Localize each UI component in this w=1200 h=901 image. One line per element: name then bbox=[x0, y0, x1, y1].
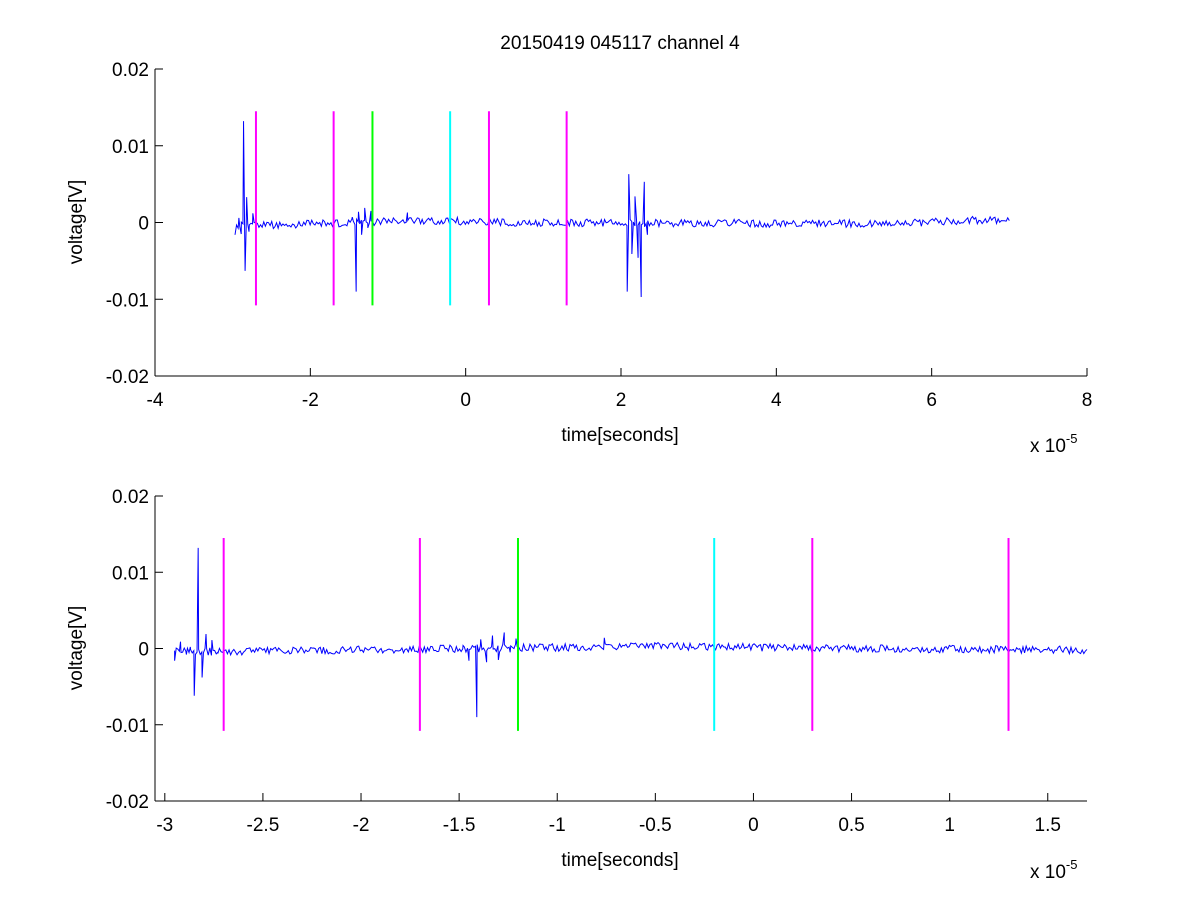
bottom-x-tick-label: 0.5 bbox=[838, 815, 864, 836]
top-x-exponent: x 10-5 bbox=[1030, 431, 1077, 457]
top-x-axis-label: time[seconds] bbox=[561, 425, 678, 446]
bottom-x-tick-label: 1 bbox=[944, 815, 955, 836]
bottom-y-tick-label: 0 bbox=[138, 640, 149, 661]
bottom-signal-trace bbox=[174, 547, 1088, 718]
bottom-ticks: -3 -2.5 -2 -1.5 -1 -0.5 0 0.5 1 1.5 -0.02 -0.01 0 0.0… bbox=[106, 487, 1061, 836]
bottom-y-tick-label: 0.01 bbox=[112, 563, 149, 584]
top-x-exponent-base: x 10 bbox=[1030, 436, 1066, 457]
bottom-x-tick-label: -0.5 bbox=[639, 815, 672, 836]
bottom-x-tick-label: -1.5 bbox=[443, 815, 476, 836]
bottom-x-exponent-power: -5 bbox=[1066, 857, 1078, 872]
bottom-y-axis-label: voltage[V] bbox=[66, 606, 87, 691]
bottom-axes: -3 -2.5 -2 -1.5 -1 -0.5 0 0.5 1 1.5 -0.02 -0.01 0 0.0… bbox=[66, 487, 1088, 883]
top-x-exponent-power: -5 bbox=[1066, 431, 1078, 446]
figure-title: 20150419 045117 channel 4 bbox=[500, 33, 740, 54]
top-y-tick-label: 0.02 bbox=[112, 60, 149, 81]
top-x-tick-label: -4 bbox=[147, 390, 164, 411]
bottom-y-tick-label: 0.02 bbox=[112, 487, 149, 508]
top-x-tick-label: 4 bbox=[771, 390, 782, 411]
top-y-tick-label: 0 bbox=[138, 214, 149, 235]
top-y-tick-label: -0.01 bbox=[106, 290, 149, 311]
bottom-plot-area bbox=[174, 537, 1088, 731]
top-x-tick-label: 8 bbox=[1082, 390, 1093, 411]
top-y-tick-label: 0.01 bbox=[112, 137, 149, 158]
top-x-tick-label: -2 bbox=[302, 390, 319, 411]
top-y-axis-label: voltage[V] bbox=[66, 180, 87, 265]
top-axes: -4 -2 0 2 4 6 8 -0.02 -0.01 0 0.01 0.02 time[second… bbox=[66, 60, 1092, 457]
top-y-tick-label: -0.02 bbox=[106, 367, 149, 388]
bottom-x-tick-label: -2 bbox=[353, 815, 370, 836]
top-x-tick-label: 6 bbox=[926, 390, 937, 411]
top-x-tick-label: 0 bbox=[460, 390, 471, 411]
bottom-y-tick-label: -0.01 bbox=[106, 716, 149, 737]
bottom-x-exponent-base: x 10 bbox=[1030, 862, 1066, 883]
top-x-tick-label: 2 bbox=[616, 390, 627, 411]
bottom-x-exponent: x 10-5 bbox=[1030, 857, 1077, 883]
bottom-x-tick-label: -3 bbox=[156, 815, 173, 836]
top-ticks: -4 -2 0 2 4 6 8 -0.02 -0.01 0 0.01 0.02 bbox=[106, 60, 1093, 411]
bottom-x-axis-label: time[seconds] bbox=[561, 850, 678, 871]
bottom-x-tick-label: 1.5 bbox=[1035, 815, 1061, 836]
bottom-x-tick-label: -2.5 bbox=[247, 815, 280, 836]
bottom-x-tick-label: -1 bbox=[549, 815, 566, 836]
bottom-y-tick-label: -0.02 bbox=[106, 792, 149, 813]
top-signal-trace bbox=[234, 121, 1010, 297]
bottom-x-tick-label: 0 bbox=[748, 815, 759, 836]
top-plot-area bbox=[234, 111, 1010, 306]
